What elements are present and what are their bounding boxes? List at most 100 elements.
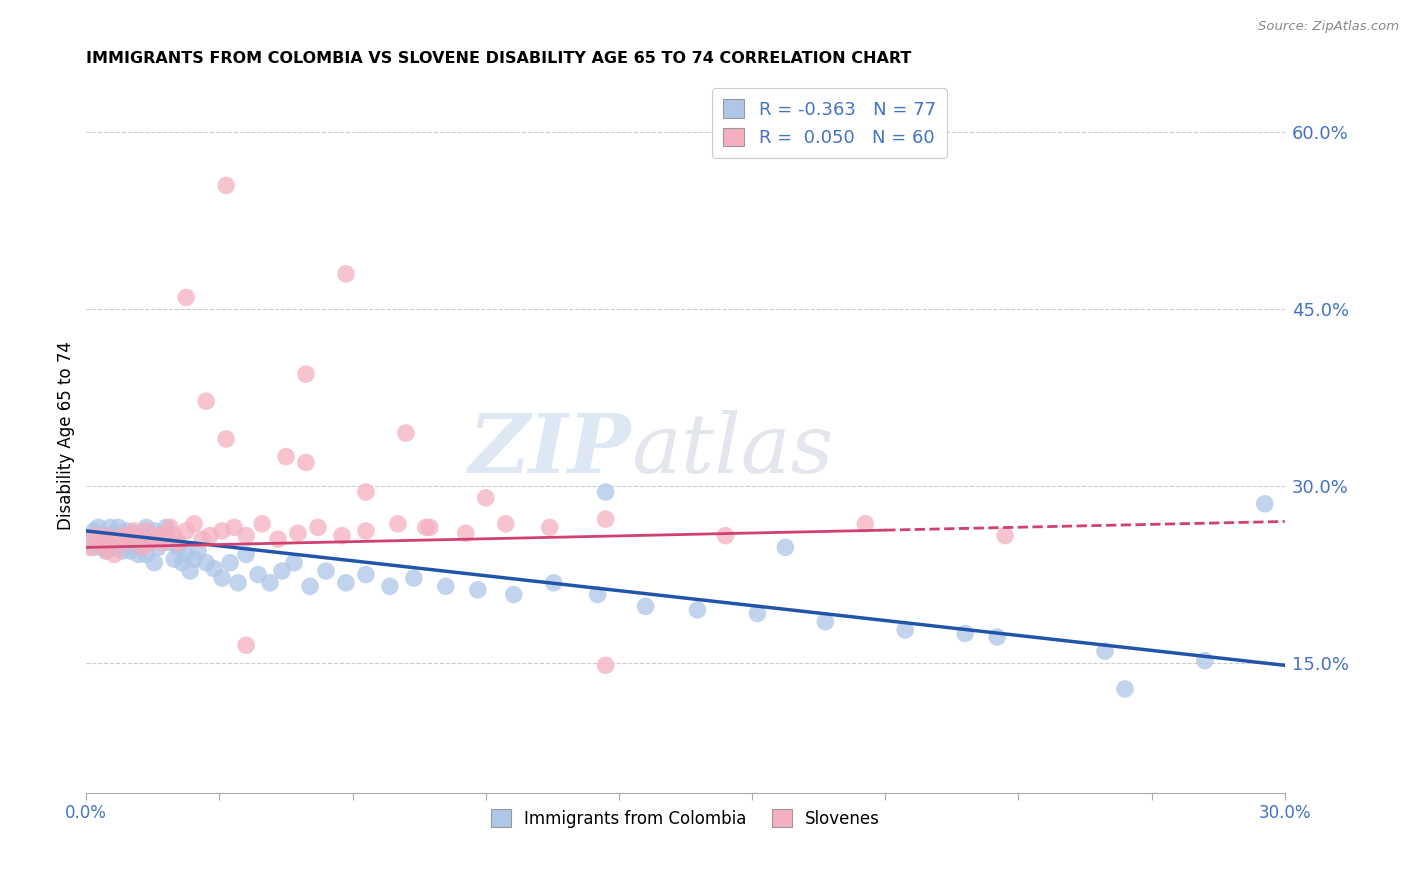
Point — [994, 528, 1017, 542]
Point — [283, 556, 305, 570]
Point — [235, 638, 257, 652]
Point — [127, 532, 149, 546]
Point — [354, 524, 377, 538]
Point — [91, 538, 114, 552]
Point — [91, 532, 114, 546]
Point — [135, 524, 157, 538]
Point — [454, 526, 477, 541]
Point — [150, 535, 173, 549]
Point — [135, 548, 157, 562]
Point — [98, 520, 121, 534]
Point — [211, 571, 233, 585]
Point — [174, 290, 197, 304]
Point — [96, 544, 118, 558]
Point — [103, 541, 125, 555]
Point — [122, 524, 145, 538]
Point — [335, 575, 357, 590]
Point — [1114, 681, 1136, 696]
Point — [96, 528, 118, 542]
Point — [183, 552, 205, 566]
Point — [295, 367, 318, 381]
Point — [378, 579, 401, 593]
Point — [202, 561, 225, 575]
Y-axis label: Disability Age 65 to 74: Disability Age 65 to 74 — [58, 342, 75, 531]
Point — [235, 548, 257, 562]
Point — [595, 512, 617, 526]
Point — [634, 599, 657, 614]
Point — [115, 535, 138, 549]
Text: Source: ZipAtlas.com: Source: ZipAtlas.com — [1258, 20, 1399, 33]
Point — [195, 556, 218, 570]
Point — [167, 535, 190, 549]
Point — [83, 524, 105, 538]
Point — [98, 535, 121, 549]
Point — [595, 658, 617, 673]
Point — [143, 532, 166, 546]
Point — [1254, 497, 1277, 511]
Point — [402, 571, 425, 585]
Point — [686, 603, 709, 617]
Point — [159, 520, 181, 534]
Point — [226, 575, 249, 590]
Point — [120, 544, 142, 558]
Text: IMMIGRANTS FROM COLOMBIA VS SLOVENE DISABILITY AGE 65 TO 74 CORRELATION CHART: IMMIGRANTS FROM COLOMBIA VS SLOVENE DISA… — [86, 51, 911, 66]
Point — [211, 524, 233, 538]
Point — [120, 528, 142, 542]
Point — [814, 615, 837, 629]
Point — [543, 575, 565, 590]
Point — [155, 526, 177, 541]
Point — [274, 450, 297, 464]
Point — [143, 524, 166, 538]
Point — [174, 524, 197, 538]
Point — [111, 528, 134, 542]
Point — [150, 528, 173, 542]
Point — [167, 541, 190, 555]
Point — [148, 541, 170, 555]
Point — [894, 623, 917, 637]
Point — [434, 579, 457, 593]
Point — [179, 564, 201, 578]
Point — [191, 532, 214, 546]
Point — [259, 575, 281, 590]
Point — [415, 520, 437, 534]
Point — [330, 528, 353, 542]
Point — [235, 528, 257, 542]
Point — [163, 528, 186, 542]
Point — [395, 425, 418, 440]
Point — [131, 541, 153, 555]
Point — [502, 588, 524, 602]
Point — [335, 267, 357, 281]
Point — [298, 579, 321, 593]
Point — [131, 541, 153, 555]
Point — [87, 535, 110, 549]
Point — [115, 535, 138, 549]
Point — [148, 528, 170, 542]
Point — [83, 528, 105, 542]
Point — [247, 567, 270, 582]
Point — [111, 544, 134, 558]
Point — [1194, 654, 1216, 668]
Point — [215, 178, 238, 193]
Point — [111, 528, 134, 542]
Point — [120, 528, 142, 542]
Point — [250, 516, 273, 531]
Point — [127, 548, 149, 562]
Point — [387, 516, 409, 531]
Point — [122, 541, 145, 555]
Text: ZIP: ZIP — [470, 410, 631, 491]
Point — [495, 516, 517, 531]
Point — [122, 526, 145, 541]
Point — [131, 526, 153, 541]
Point — [354, 567, 377, 582]
Point — [143, 556, 166, 570]
Point — [107, 520, 129, 534]
Point — [219, 556, 242, 570]
Point — [139, 535, 162, 549]
Point — [953, 626, 976, 640]
Point — [98, 535, 121, 549]
Point — [986, 630, 1008, 644]
Point — [172, 556, 194, 570]
Point — [79, 532, 101, 546]
Legend: Immigrants from Colombia, Slovenes: Immigrants from Colombia, Slovenes — [485, 803, 887, 834]
Point — [195, 394, 218, 409]
